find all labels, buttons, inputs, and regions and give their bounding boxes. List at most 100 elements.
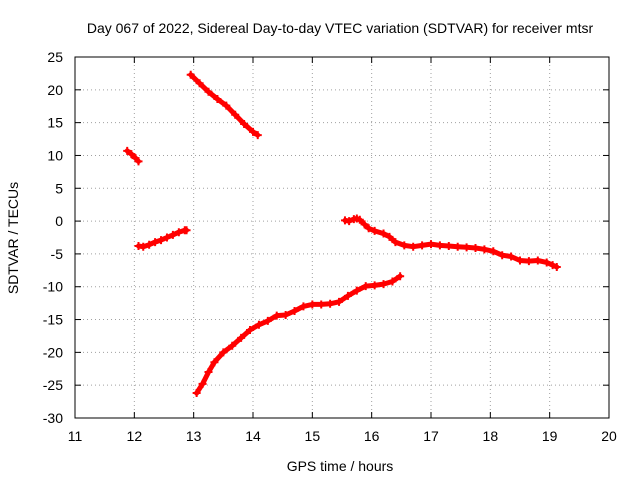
- data-point: [139, 242, 148, 251]
- y-tick-label: 0: [55, 213, 63, 229]
- data-point: [308, 300, 317, 309]
- data-point: [237, 333, 246, 342]
- data-point: [388, 277, 397, 286]
- x-tick-label: 18: [483, 428, 499, 444]
- data-point: [548, 261, 557, 270]
- y-tick-label: -30: [43, 410, 63, 426]
- data-point: [343, 291, 352, 300]
- data-point: [249, 127, 257, 136]
- data-point: [370, 281, 379, 290]
- data-point: [253, 131, 262, 140]
- data-point: [263, 316, 272, 325]
- chart-title: Day 067 of 2022, Sidereal Day-to-day VTE…: [87, 20, 594, 36]
- x-tick-label: 15: [305, 428, 321, 444]
- data-point: [210, 358, 219, 367]
- data-point: [364, 224, 373, 233]
- data-point: [123, 146, 132, 155]
- data-point: [379, 229, 388, 238]
- y-tick-label: -25: [43, 377, 63, 393]
- y-tick-label: 15: [47, 115, 63, 131]
- y-axis-label: SDTVAR / TECUs: [5, 182, 21, 294]
- data-point: [379, 280, 388, 289]
- data-point: [355, 215, 364, 224]
- data-point: [524, 257, 533, 266]
- data-point: [204, 368, 213, 377]
- y-tick-label: 10: [47, 147, 63, 163]
- data-point: [272, 311, 281, 320]
- y-tick-label: 5: [55, 180, 63, 196]
- y-tick-label: -5: [51, 246, 64, 262]
- data-point: [435, 241, 444, 250]
- y-tick-label: -15: [43, 312, 63, 328]
- data-point: [418, 241, 427, 250]
- data-point: [533, 256, 542, 265]
- y-tick-label: -20: [43, 344, 63, 360]
- x-tick-label: 12: [127, 428, 143, 444]
- x-tick-label: 13: [186, 428, 202, 444]
- data-point: [134, 157, 143, 166]
- data-point: [427, 240, 435, 249]
- data-point: [462, 243, 471, 252]
- plot-frame: [74, 56, 610, 419]
- data-point: [352, 286, 361, 295]
- data-point: [127, 150, 136, 159]
- data-point: [409, 242, 418, 251]
- data-point: [299, 302, 308, 311]
- data-point: [281, 310, 290, 319]
- x-tick-label: 20: [601, 428, 617, 444]
- data-point: [391, 238, 400, 247]
- data-point: [219, 348, 228, 357]
- y-tick-label: 20: [47, 82, 63, 98]
- data-point: [290, 307, 299, 316]
- data-point: [157, 236, 166, 245]
- x-axis-label: GPS time / hours: [287, 458, 394, 474]
- data-point: [204, 87, 213, 96]
- data-point: [361, 282, 370, 291]
- series-arc-1: [124, 148, 141, 164]
- data-point: [231, 110, 240, 119]
- data-point: [396, 272, 405, 281]
- data-point: [326, 299, 335, 308]
- data-series: [123, 70, 561, 398]
- data-point: [145, 240, 154, 249]
- x-tick-label: 19: [542, 428, 558, 444]
- data-point: [151, 238, 160, 247]
- data-point: [222, 101, 231, 110]
- data-point: [240, 119, 249, 128]
- data-point: [195, 79, 204, 88]
- y-tick-label: -10: [43, 279, 63, 295]
- x-tick-label: 14: [245, 428, 261, 444]
- axis-ticks: 11 12 13 14 15 16 17 18 19 20 -30 -25 -20 -15 -10 -5 0 5 1…: [43, 49, 617, 444]
- data-point: [385, 232, 394, 241]
- x-tick-label: 16: [364, 428, 380, 444]
- data-point: [168, 230, 177, 239]
- data-point: [192, 389, 201, 398]
- data-point: [228, 341, 237, 350]
- data-point: [162, 233, 171, 242]
- data-point: [489, 247, 498, 256]
- data-point: [552, 263, 561, 272]
- data-point: [453, 242, 462, 251]
- data-point: [370, 226, 379, 235]
- data-point: [400, 241, 409, 250]
- y-tick-label: 25: [47, 49, 63, 65]
- series-arc-5: [342, 216, 560, 270]
- data-point: [498, 251, 507, 260]
- data-point: [186, 70, 195, 79]
- data-point: [360, 220, 369, 229]
- data-point: [174, 228, 183, 237]
- data-point: [213, 95, 222, 104]
- grid: [75, 57, 609, 418]
- data-point: [507, 252, 516, 261]
- data-point: [254, 320, 263, 329]
- data-point: [246, 326, 255, 335]
- data-point: [345, 217, 354, 226]
- data-point: [317, 300, 326, 309]
- data-point: [444, 242, 453, 251]
- data-point: [471, 244, 480, 253]
- data-point: [198, 379, 207, 388]
- data-point: [335, 297, 344, 306]
- data-point: [516, 256, 524, 265]
- data-point: [182, 226, 191, 235]
